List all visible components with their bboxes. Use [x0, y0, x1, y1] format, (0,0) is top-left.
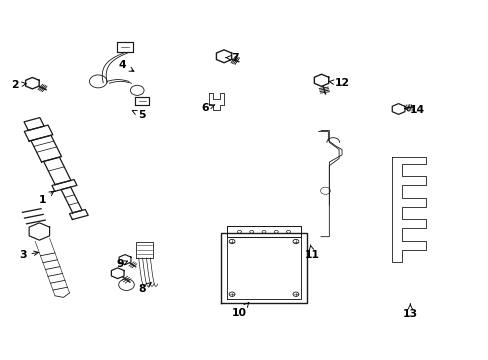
Text: 4: 4 — [119, 60, 134, 71]
Text: 7: 7 — [225, 53, 238, 63]
Text: 9: 9 — [116, 259, 127, 269]
Text: 5: 5 — [132, 111, 145, 121]
Text: 10: 10 — [232, 302, 248, 318]
Text: 2: 2 — [12, 80, 26, 90]
Text: 1: 1 — [39, 191, 54, 205]
Text: 11: 11 — [305, 245, 320, 260]
Text: 14: 14 — [404, 105, 424, 115]
Text: 13: 13 — [402, 304, 417, 319]
Text: 3: 3 — [19, 250, 39, 260]
Text: 12: 12 — [328, 78, 349, 88]
Text: 6: 6 — [201, 103, 214, 113]
Text: 8: 8 — [138, 283, 151, 294]
